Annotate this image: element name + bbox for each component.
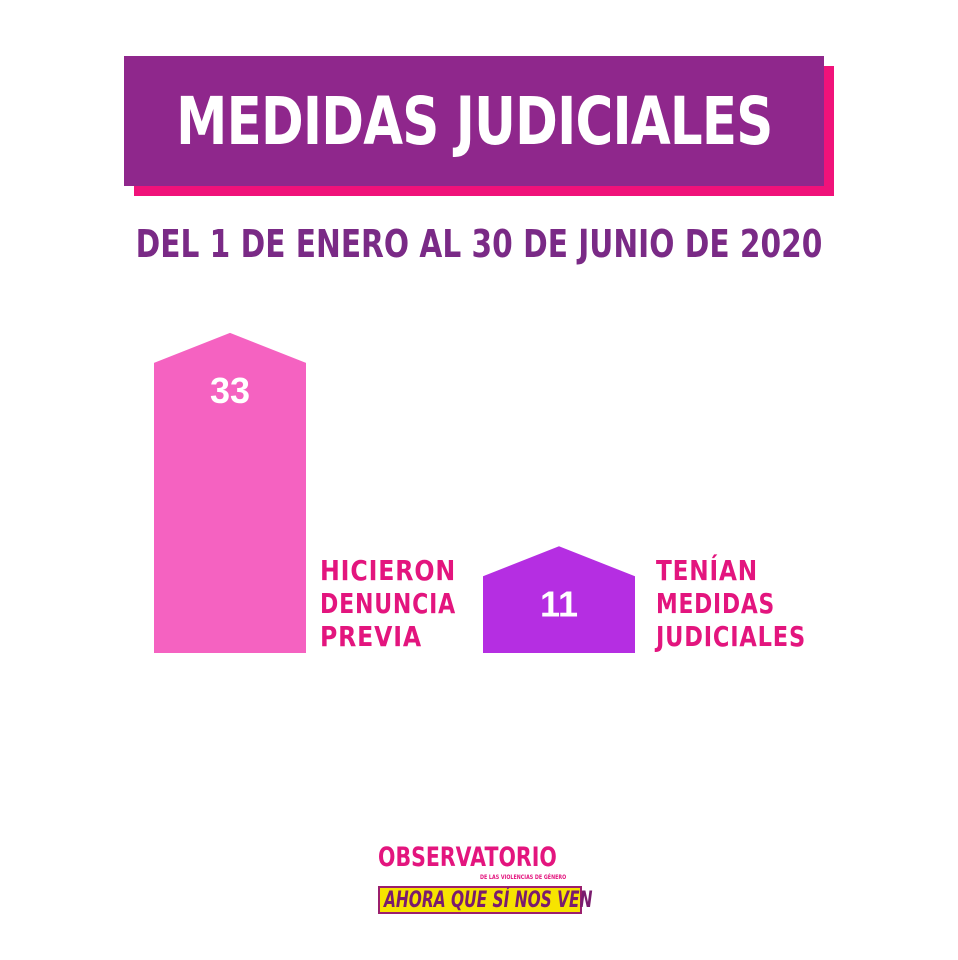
- category-label-1-line-3: PREVIA: [320, 620, 422, 653]
- category-label-2-line-1: TENÍAN: [656, 553, 758, 587]
- category-label-1-line-1: HICIERON: [320, 554, 456, 587]
- bar-2: [483, 546, 635, 653]
- logo-slogan: AHORA QUE SÍ NOS VEN: [384, 887, 593, 913]
- bar-value-label-1: 33: [210, 370, 250, 411]
- title-banner: MEDIDAS JUDICIALES: [124, 56, 838, 196]
- category-label-2-line-3: JUDICIALES: [654, 620, 806, 653]
- bar-value-label-2: 11: [540, 583, 578, 624]
- bar-1: [154, 332, 306, 653]
- title-box: MEDIDAS JUDICIALES: [124, 56, 824, 186]
- observatorio-logo: OBSERVATORIO DE LAS VIOLENCIAS DE GÉNERO…: [378, 842, 592, 926]
- logo-tagline: DE LAS VIOLENCIAS DE GÉNERO: [480, 874, 567, 881]
- page-title: MEDIDAS JUDICIALES: [175, 82, 773, 160]
- logo-slogan-bar: AHORA QUE SÍ NOS VEN: [378, 886, 592, 914]
- logo-name: OBSERVATORIO: [378, 842, 557, 873]
- category-label-1-line-2: DENUNCIA: [320, 587, 456, 620]
- date-range-subtitle: DEL 1 DE ENERO AL 30 DE JUNIO DE 2020: [135, 222, 823, 266]
- category-label-2-line-2: MEDIDAS: [656, 587, 775, 620]
